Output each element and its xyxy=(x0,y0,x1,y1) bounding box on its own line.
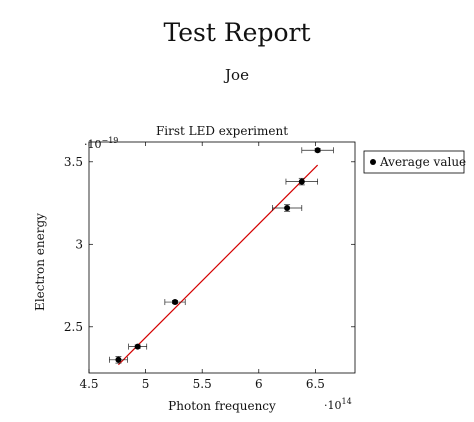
fit-line xyxy=(118,164,319,366)
plot-frame xyxy=(88,141,356,374)
data-point xyxy=(284,205,291,211)
legend: Average value xyxy=(363,150,466,174)
x-tick-label: 6 xyxy=(255,377,263,391)
legend-marker xyxy=(370,159,376,165)
chart-title: First LED experiment xyxy=(156,124,288,138)
data-point xyxy=(172,299,179,306)
x-axis-label: Photon frequency xyxy=(168,399,276,413)
x-axis-exponent: 14 xyxy=(342,397,352,406)
y-axis-multiplier: ·10−19 xyxy=(84,136,118,151)
data-point xyxy=(134,343,141,350)
y-tick-label: 3.5 xyxy=(64,155,83,169)
legend-box xyxy=(363,150,465,174)
x-tick-label: 6.5 xyxy=(306,377,325,391)
data-point xyxy=(298,178,305,185)
y-tick-label: 2.5 xyxy=(64,320,83,334)
document-title: Test Report xyxy=(163,18,311,47)
data-point xyxy=(314,147,321,154)
x-tick-label: 5 xyxy=(142,377,150,391)
x-tick-label: 5.5 xyxy=(193,377,212,391)
x-tick-label: 4.5 xyxy=(79,377,98,391)
y-axis-exponent: −19 xyxy=(102,136,119,145)
y-axis-label: Electron energy xyxy=(33,213,47,311)
data-point xyxy=(115,356,122,363)
legend-entry-average-value: Average value xyxy=(379,155,466,169)
y-tick-label: 3 xyxy=(75,237,83,251)
document-author: Joe xyxy=(225,66,249,84)
x-axis-multiplier: ·1014 xyxy=(324,397,352,412)
